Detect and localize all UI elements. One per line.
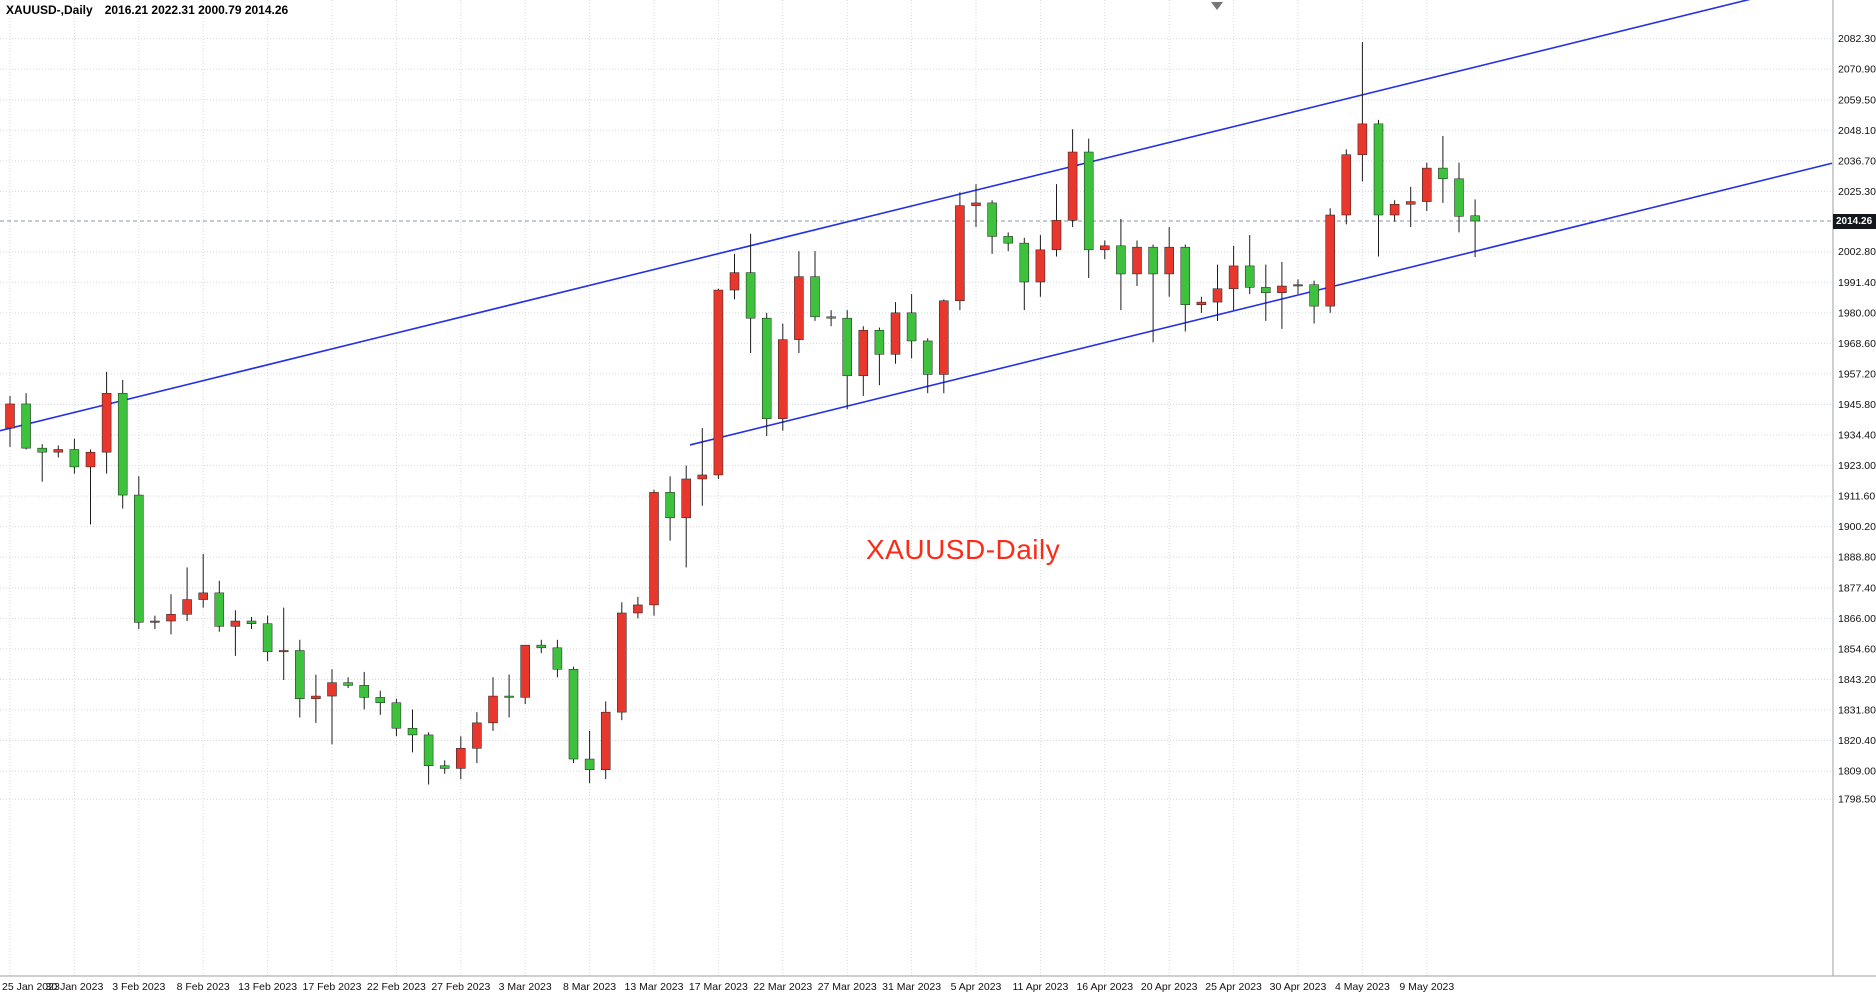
svg-text:20 Apr 2023: 20 Apr 2023 [1141, 981, 1198, 993]
svg-text:30 Apr 2023: 30 Apr 2023 [1270, 981, 1327, 993]
svg-text:1831.80: 1831.80 [1838, 704, 1876, 716]
svg-text:27 Mar 2023: 27 Mar 2023 [818, 981, 877, 993]
current-price-tag: 2014.26 [1833, 214, 1876, 229]
svg-text:9 May 2023: 9 May 2023 [1399, 981, 1454, 993]
svg-text:1798.50: 1798.50 [1838, 794, 1876, 806]
svg-text:1911.60: 1911.60 [1838, 491, 1875, 503]
price-axis-labels: 2082.30 2070.90 2059.50 2048.10 2036.70 2025.… [1838, 33, 1876, 806]
svg-text:8 Feb 2023: 8 Feb 2023 [177, 981, 230, 993]
svg-text:1934.40: 1934.40 [1838, 430, 1876, 442]
svg-text:1866.00: 1866.00 [1838, 613, 1876, 625]
svg-text:1888.80: 1888.80 [1838, 552, 1876, 564]
svg-text:25 Apr 2023: 25 Apr 2023 [1205, 981, 1262, 993]
svg-text:1968.60: 1968.60 [1838, 338, 1876, 350]
svg-text:13 Mar 2023: 13 Mar 2023 [625, 981, 684, 993]
svg-text:5 Apr 2023: 5 Apr 2023 [951, 981, 1002, 993]
svg-text:1923.00: 1923.00 [1838, 460, 1876, 472]
svg-text:22 Feb 2023: 22 Feb 2023 [367, 981, 426, 993]
svg-text:1900.20: 1900.20 [1838, 521, 1876, 533]
svg-text:17 Mar 2023: 17 Mar 2023 [689, 981, 748, 993]
svg-text:2070.90: 2070.90 [1838, 64, 1876, 76]
chart-symbol-period: XAUUSD-,Daily [6, 3, 93, 17]
svg-text:27 Feb 2023: 27 Feb 2023 [431, 981, 490, 993]
svg-text:1854.60: 1854.60 [1838, 643, 1876, 655]
svg-text:2002.80: 2002.80 [1838, 246, 1876, 258]
svg-text:2025.30: 2025.30 [1838, 186, 1876, 198]
svg-text:13 Feb 2023: 13 Feb 2023 [238, 981, 297, 993]
svg-text:16 Apr 2023: 16 Apr 2023 [1076, 981, 1133, 993]
svg-text:11 Apr 2023: 11 Apr 2023 [1012, 981, 1068, 993]
gridlines [0, 0, 1833, 976]
candles [5, 42, 1480, 785]
svg-text:30 Jan 2023: 30 Jan 2023 [45, 981, 103, 993]
svg-text:8 Mar 2023: 8 Mar 2023 [563, 981, 616, 993]
svg-text:2082.30: 2082.30 [1838, 33, 1876, 45]
svg-text:1980.00: 1980.00 [1838, 307, 1876, 319]
svg-text:1945.80: 1945.80 [1838, 399, 1876, 411]
svg-text:2036.70: 2036.70 [1838, 155, 1876, 167]
svg-text:1843.20: 1843.20 [1838, 674, 1876, 686]
svg-text:31 Mar 2023: 31 Mar 2023 [882, 981, 941, 993]
svg-text:1877.40: 1877.40 [1838, 582, 1876, 594]
trend-channel-lines[interactable] [0, 0, 1833, 446]
svg-text:1991.40: 1991.40 [1838, 277, 1876, 289]
svg-text:1809.00: 1809.00 [1838, 766, 1876, 778]
svg-text:2048.10: 2048.10 [1838, 125, 1876, 137]
svg-text:4 May 2023: 4 May 2023 [1335, 981, 1390, 993]
svg-text:17 Feb 2023: 17 Feb 2023 [303, 981, 362, 993]
svg-text:3 Feb 2023: 3 Feb 2023 [112, 981, 165, 993]
chart-ohlc-readout: 2016.21 2022.31 2000.79 2014.26 [104, 3, 289, 17]
chart-title: XAUUSD-,Daily 2016.21 2022.31 2000.79 20… [6, 3, 288, 17]
svg-text:1957.20: 1957.20 [1838, 368, 1876, 380]
svg-text:1820.40: 1820.40 [1838, 735, 1876, 747]
svg-text:3 Mar 2023: 3 Mar 2023 [499, 981, 552, 993]
svg-text:2059.50: 2059.50 [1838, 94, 1876, 106]
chart-annotation-label: XAUUSD-Daily [866, 534, 1061, 565]
chart-shift-marker[interactable] [1211, 2, 1223, 10]
svg-text:22 Mar 2023: 22 Mar 2023 [753, 981, 812, 993]
svg-text:25 Jan 2023: 25 Jan 2023 [2, 981, 60, 993]
